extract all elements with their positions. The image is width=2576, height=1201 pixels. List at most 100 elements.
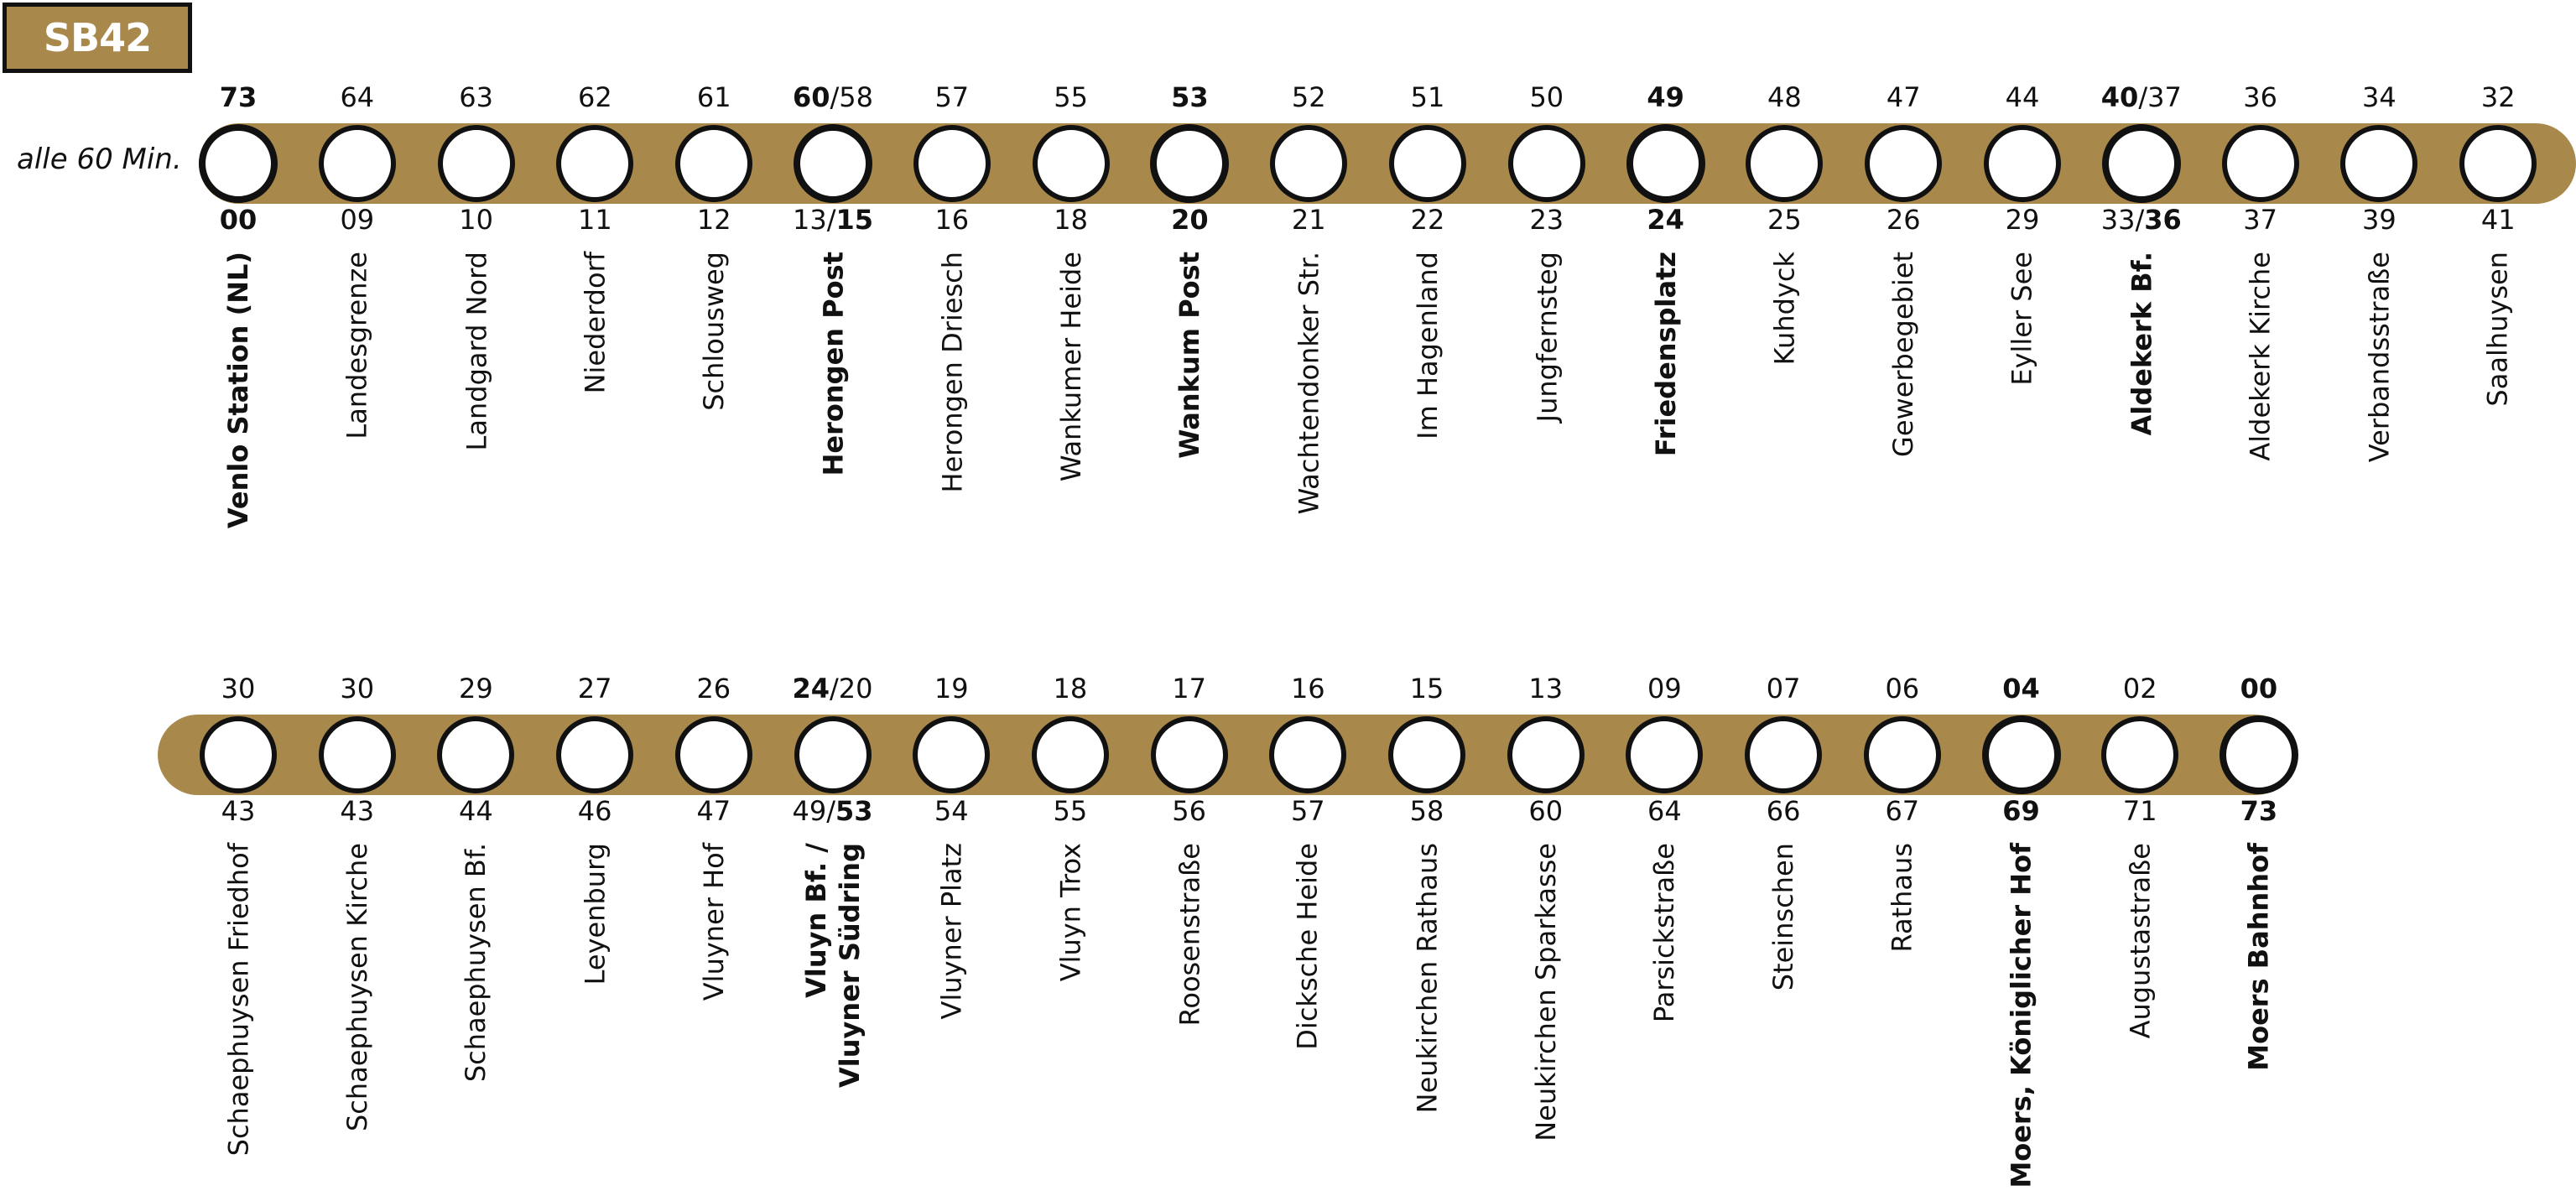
top-time-part: /58 <box>830 81 874 113</box>
bottom-time-part: 57 <box>1290 795 1325 827</box>
top-time-part: 51 <box>1410 81 1445 113</box>
stop-name-line: Niederdorf <box>579 252 611 394</box>
top-time-part: 48 <box>1767 81 1802 113</box>
stop-name-line: Aldekerk Bf. <box>2126 252 2158 436</box>
departure-time-top: 57 <box>868 81 1036 114</box>
top-time-part: 19 <box>934 673 969 704</box>
departure-time-bottom: 69 <box>1938 794 2105 828</box>
stop-marker <box>2340 125 2418 202</box>
stop-name: Schaephuysen Bf. <box>460 843 493 1082</box>
departure-time-bottom: 60 <box>1462 794 1630 828</box>
departure-time-top: 34 <box>2295 81 2463 114</box>
departure-time-top: 63 <box>393 81 560 114</box>
departure-time-top: 06 <box>1819 672 1986 705</box>
stop-marker <box>2459 125 2537 202</box>
departure-time-top: 17 <box>1106 672 1273 705</box>
bottom-time-part: 33/ <box>2100 204 2145 236</box>
top-time-part: 49 <box>1647 81 1684 113</box>
top-time-part: 73 <box>219 81 258 113</box>
stop-name-line: Roosenstraße <box>1174 843 1206 1027</box>
departure-time-bottom: 56 <box>1106 794 1273 828</box>
stop-marker <box>437 716 515 793</box>
stop-name: Niederdorf <box>579 252 612 393</box>
departure-time-bottom: 46 <box>511 794 679 828</box>
stop-name: Aldekerk Bf. <box>2125 252 2158 435</box>
bottom-time-part: 56 <box>1172 795 1206 827</box>
bottom-time-part: 20 <box>1171 204 1209 236</box>
top-time-part: 47 <box>1886 81 1921 113</box>
line-badge: SB42 <box>3 3 192 73</box>
departure-time-bottom: 25 <box>1700 203 1868 237</box>
top-time-part: 62 <box>578 81 612 113</box>
bottom-time-part: 00 <box>219 204 258 236</box>
stop-marker <box>1388 716 1465 793</box>
stop-name-line: Im Hagenland <box>1411 252 1444 439</box>
bottom-time-part: 12 <box>696 204 731 236</box>
stop-name-line: Augustastraße <box>2124 843 2157 1039</box>
top-time-part: 61 <box>696 81 731 113</box>
bottom-time-part: 36 <box>2144 204 2182 236</box>
stop-marker <box>913 125 991 202</box>
departure-time-bottom: 20 <box>1106 203 1273 237</box>
top-time-part: 34 <box>2362 81 2396 113</box>
stop-name-line: Landesgrenze <box>341 252 373 439</box>
departure-time-top: 07 <box>1699 672 1867 705</box>
top-time-part: 60 <box>792 81 830 113</box>
bottom-time-part: 60 <box>1528 795 1564 827</box>
bottom-time-part: 22 <box>1410 204 1445 236</box>
stop-name-line: Friedensplatz <box>1649 252 1682 457</box>
departure-time-top: 62 <box>511 81 679 114</box>
stop-name: Moers, Königlicher Hof <box>2004 843 2037 1188</box>
stop-marker <box>794 716 872 793</box>
bottom-time-part: 23 <box>1529 204 1564 236</box>
departure-time-bottom: 24 <box>1582 203 1750 237</box>
stop-marker <box>675 125 753 202</box>
bottom-time-part: 66 <box>1766 795 1801 827</box>
stop-name: Vluyner Hof <box>697 843 731 1001</box>
top-time-part: 57 <box>934 81 970 113</box>
stop-marker <box>1865 125 1943 202</box>
departure-time-top: 48 <box>1700 81 1868 114</box>
bottom-time-part: 73 <box>2240 795 2278 827</box>
departure-time-bottom: 12 <box>630 203 798 237</box>
stop-marker <box>1150 716 1228 793</box>
departure-time-top: 15 <box>1343 672 1511 705</box>
stop-name: Vluyn Bf. / Vluyner Südring <box>799 843 866 1088</box>
departure-time-bottom: 64 <box>1580 794 1748 828</box>
route-band-top <box>199 123 2576 204</box>
stop-name-line: Vluyn Trox <box>1054 843 1087 982</box>
bottom-time-part: 41 <box>2480 204 2516 236</box>
departure-time-bottom: 33/36 <box>2058 203 2225 237</box>
stop-name: Eyller See <box>2006 252 2039 386</box>
departure-time-bottom: 16 <box>868 203 1036 237</box>
stop-name-line: Aldekerk Kirche <box>2244 252 2277 461</box>
departure-time-top: 44 <box>1939 81 2106 114</box>
stop-name-line: Schaephuysen Bf. <box>460 843 492 1083</box>
stop-name-line: Moers Bahnhof <box>2242 843 2275 1071</box>
bottom-time-part: 64 <box>1647 795 1682 827</box>
top-time-part: 50 <box>1529 81 1564 113</box>
stop-name-line: Schlousweg <box>697 252 730 411</box>
bottom-time-part: 58 <box>1409 795 1444 827</box>
stop-marker <box>2219 715 2298 794</box>
bottom-time-part: 37 <box>2243 204 2277 236</box>
bottom-time-part: 47 <box>696 795 731 827</box>
stop-marker <box>913 716 991 793</box>
bottom-time-part: 67 <box>1885 795 1920 827</box>
departure-time-bottom: 67 <box>1819 794 1986 828</box>
top-time-part: 63 <box>459 81 493 113</box>
departure-time-bottom: 11 <box>511 203 679 237</box>
departure-time-bottom: 44 <box>392 794 559 828</box>
stop-name: Herongen Driesch <box>935 252 969 492</box>
stop-name: Jungfernsteg <box>1530 252 1564 422</box>
bottom-time-part: 16 <box>934 204 970 236</box>
stop-name-line: Herongen Post <box>817 252 850 476</box>
line-number: SB42 <box>43 15 152 60</box>
stop-name: Schaephuysen Kirche <box>341 843 374 1131</box>
bottom-time-part: 54 <box>934 795 969 827</box>
departure-time-top: 24/20 <box>749 672 917 705</box>
stop-marker <box>2101 124 2181 203</box>
departure-time-top: 53 <box>1106 81 1273 114</box>
stop-name: Vluyner Platz <box>935 843 969 1019</box>
departure-time-bottom: 09 <box>273 203 441 237</box>
